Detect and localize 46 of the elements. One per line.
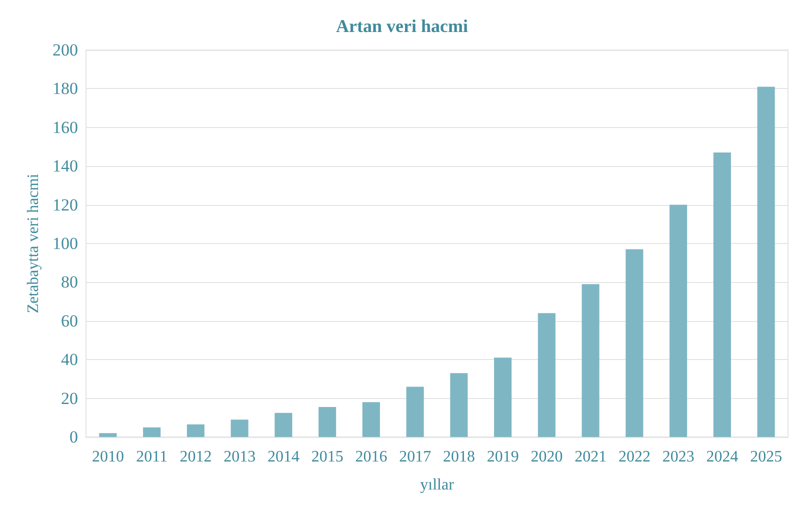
x-tick-label: 2014 bbox=[267, 448, 300, 466]
bar bbox=[362, 402, 380, 437]
y-tick-label: 40 bbox=[61, 350, 78, 370]
bar bbox=[494, 358, 512, 437]
bar bbox=[757, 86, 775, 437]
x-tick-label: 2020 bbox=[530, 448, 563, 466]
x-tick-label: 2025 bbox=[750, 448, 782, 466]
bar bbox=[318, 407, 336, 437]
y-tick-label: 140 bbox=[52, 156, 78, 176]
bar bbox=[582, 284, 600, 437]
bar bbox=[626, 249, 644, 437]
x-axis-title: yıllar bbox=[420, 476, 455, 494]
y-axis-title: Zetabaytta veri hacmi bbox=[25, 173, 42, 314]
bar bbox=[186, 424, 204, 437]
y-tick-label: 0 bbox=[70, 428, 78, 446]
x-tick-label: 2019 bbox=[486, 448, 519, 466]
y-tick-label: 100 bbox=[52, 234, 78, 253]
bar bbox=[406, 386, 424, 437]
bar bbox=[274, 412, 292, 437]
y-tick-label: 60 bbox=[61, 311, 78, 330]
x-tick-label: 2018 bbox=[442, 448, 475, 466]
y-tick-label: 80 bbox=[61, 272, 78, 292]
chart-title: Artan veri hacmi bbox=[336, 16, 468, 36]
bar bbox=[670, 204, 688, 437]
y-tick-label: 160 bbox=[52, 118, 78, 137]
x-tick-label: 2024 bbox=[706, 448, 738, 466]
bar bbox=[538, 313, 556, 437]
y-tick-label: 180 bbox=[52, 79, 78, 98]
x-tick-label: 2017 bbox=[399, 448, 432, 466]
x-tick-label: 2010 bbox=[92, 448, 124, 466]
bar bbox=[230, 420, 248, 437]
x-tick-label: 2013 bbox=[224, 448, 256, 466]
bar bbox=[99, 433, 117, 437]
bar bbox=[143, 427, 161, 437]
x-tick-label: 2023 bbox=[662, 448, 694, 466]
x-tick-label: 2021 bbox=[574, 448, 607, 466]
bar bbox=[450, 373, 468, 437]
y-tick-label: 120 bbox=[52, 195, 78, 214]
y-tick-label: 200 bbox=[52, 40, 78, 60]
x-tick-label: 2022 bbox=[618, 448, 650, 466]
x-tick-label: 2012 bbox=[180, 448, 212, 466]
x-tick-label: 2016 bbox=[355, 448, 388, 466]
x-tick-label: 2011 bbox=[136, 448, 168, 466]
x-tick-label: 2015 bbox=[311, 448, 344, 466]
bar bbox=[713, 152, 731, 437]
y-tick-label: 20 bbox=[61, 388, 78, 408]
